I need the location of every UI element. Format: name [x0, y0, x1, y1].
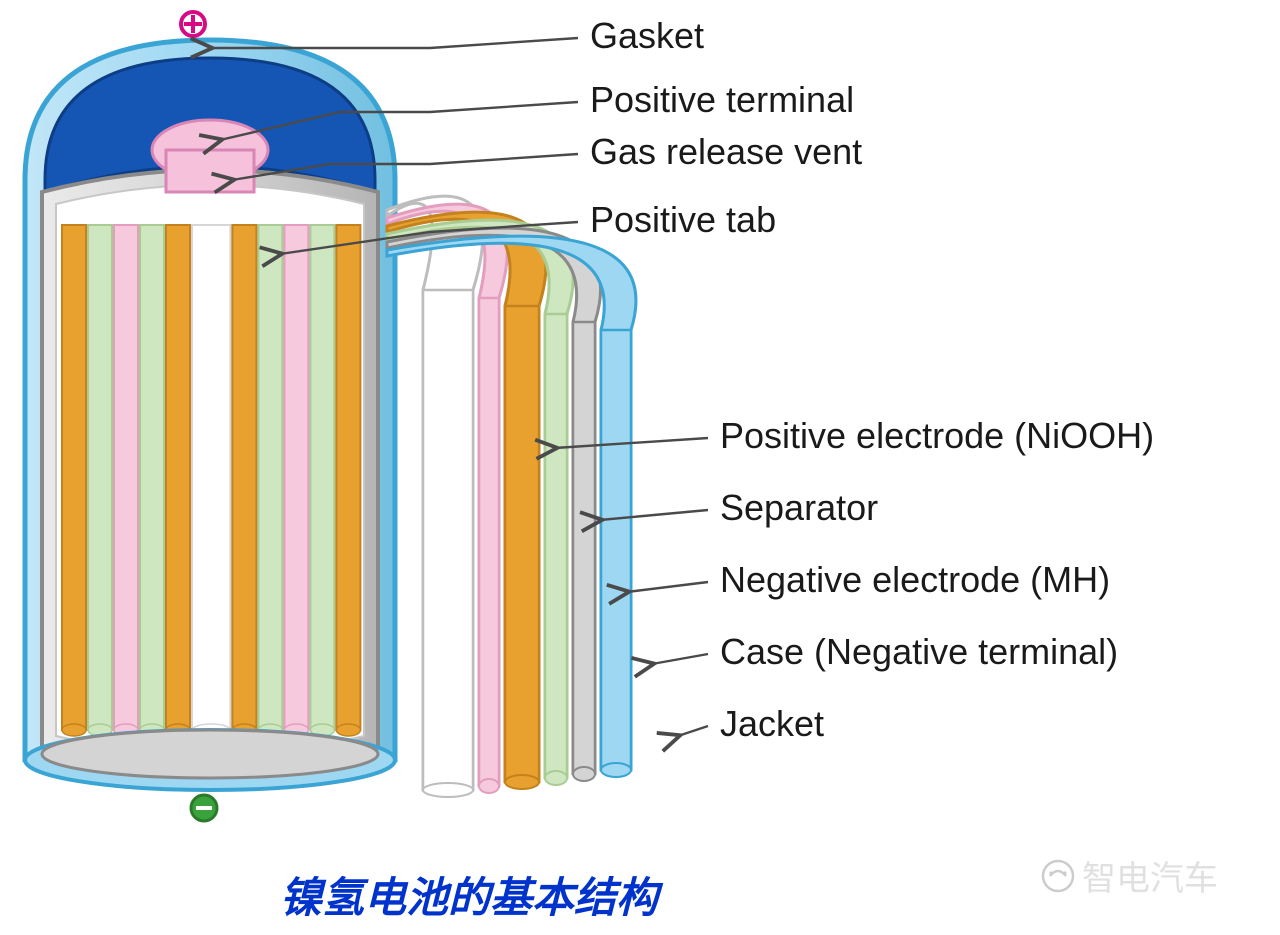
gas-vent-body: [166, 150, 254, 192]
watermark: 智电汽车: [1043, 860, 1218, 898]
plus-icon: [181, 12, 205, 36]
watermark-text: 智电汽车: [1082, 860, 1218, 898]
stripe-orange: [166, 225, 190, 730]
stripe-orange: [336, 225, 360, 730]
label-gasket: Gasket: [590, 15, 704, 56]
label-separator: Separator: [720, 487, 878, 528]
label-pos_electrode: Positive electrode (NiOOH): [720, 415, 1154, 456]
stripe-pink: [114, 225, 138, 730]
leader-neg_electrode: [627, 582, 708, 592]
stripe-orange: [232, 225, 256, 730]
label-gas_vent: Gas release vent: [590, 131, 862, 172]
stripe-pink: [284, 225, 308, 730]
electrode-stripes: [62, 225, 360, 736]
stripe-green: [258, 225, 282, 730]
stripe-green: [140, 225, 164, 730]
leader-jacket: [678, 726, 708, 736]
label-pos_tab: Positive tab: [590, 199, 776, 240]
stripe-white: [192, 225, 230, 730]
layer-fanout: [387, 196, 636, 797]
label-jacket: Jacket: [720, 703, 824, 744]
label-case: Case (Negative terminal): [720, 631, 1118, 672]
minus-icon: [191, 795, 217, 821]
stripe-green: [310, 225, 334, 730]
label-pos_terminal: Positive terminal: [590, 79, 854, 120]
caption-text: 镍氢电池的基本结构: [280, 874, 664, 921]
stripe-orange: [62, 225, 86, 730]
leader-case: [652, 654, 708, 664]
label-neg_electrode: Negative electrode (MH): [720, 559, 1110, 600]
stripe-green: [88, 225, 112, 730]
case-bottom-face: [42, 730, 378, 778]
